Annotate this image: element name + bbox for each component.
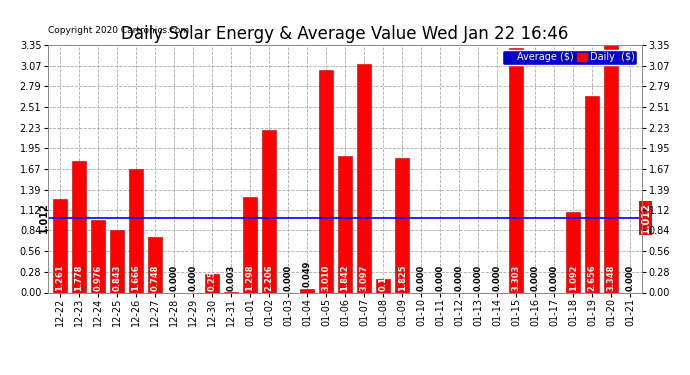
Bar <box>319 70 333 292</box>
Text: Copyright 2020 Cartronics.com: Copyright 2020 Cartronics.com <box>48 26 190 35</box>
Text: 3.303: 3.303 <box>512 265 521 291</box>
Text: 0.000: 0.000 <box>169 265 178 291</box>
Text: 3.348: 3.348 <box>607 265 615 291</box>
Text: 0.049: 0.049 <box>302 261 311 287</box>
Text: 1.092: 1.092 <box>569 264 578 291</box>
Bar <box>128 170 143 292</box>
Text: 0.843: 0.843 <box>112 265 121 291</box>
Text: 0.000: 0.000 <box>455 265 464 291</box>
Text: 1.666: 1.666 <box>131 264 140 291</box>
Text: 1.778: 1.778 <box>75 265 83 291</box>
Text: 0.976: 0.976 <box>93 265 102 291</box>
Bar <box>585 96 600 292</box>
Text: 0.000: 0.000 <box>188 265 197 291</box>
Bar <box>148 237 162 292</box>
Title: Daily Solar Energy & Average Value Wed Jan 22 16:46: Daily Solar Energy & Average Value Wed J… <box>121 26 569 44</box>
Text: 0.179: 0.179 <box>379 265 388 291</box>
Bar <box>566 212 580 292</box>
Text: 0.253: 0.253 <box>208 264 217 291</box>
Text: 3.097: 3.097 <box>359 265 368 291</box>
Text: 0.000: 0.000 <box>550 265 559 291</box>
Text: 1.842: 1.842 <box>340 264 350 291</box>
Text: 0.000: 0.000 <box>626 265 635 291</box>
Text: 0.000: 0.000 <box>435 265 444 291</box>
Text: 2.656: 2.656 <box>588 264 597 291</box>
Text: 2.206: 2.206 <box>264 264 273 291</box>
Bar <box>338 156 352 292</box>
Bar <box>395 158 409 292</box>
Bar <box>604 45 618 292</box>
Text: 3.010: 3.010 <box>322 265 331 291</box>
Bar <box>243 196 257 292</box>
Text: 1.261: 1.261 <box>55 264 64 291</box>
Text: 0.000: 0.000 <box>531 265 540 291</box>
Bar <box>300 289 314 292</box>
Text: 0.003: 0.003 <box>226 264 235 291</box>
Bar <box>376 279 390 292</box>
Text: 0.000: 0.000 <box>284 265 293 291</box>
Bar <box>262 129 276 292</box>
Text: 1.012: 1.012 <box>641 202 651 233</box>
Text: 0.000: 0.000 <box>473 265 482 291</box>
Text: 1.012: 1.012 <box>39 202 49 233</box>
Text: 1.825: 1.825 <box>397 264 406 291</box>
Bar <box>72 161 86 292</box>
Text: 0.000: 0.000 <box>417 265 426 291</box>
Bar <box>110 230 124 292</box>
Bar <box>357 64 371 292</box>
Bar <box>205 274 219 292</box>
Text: 1.298: 1.298 <box>246 264 255 291</box>
Text: 0.000: 0.000 <box>493 265 502 291</box>
Bar <box>52 200 67 292</box>
Bar <box>90 220 105 292</box>
Text: 0.748: 0.748 <box>150 265 159 291</box>
Bar <box>509 48 523 292</box>
Legend: Average ($), Daily  ($): Average ($), Daily ($) <box>502 50 637 65</box>
